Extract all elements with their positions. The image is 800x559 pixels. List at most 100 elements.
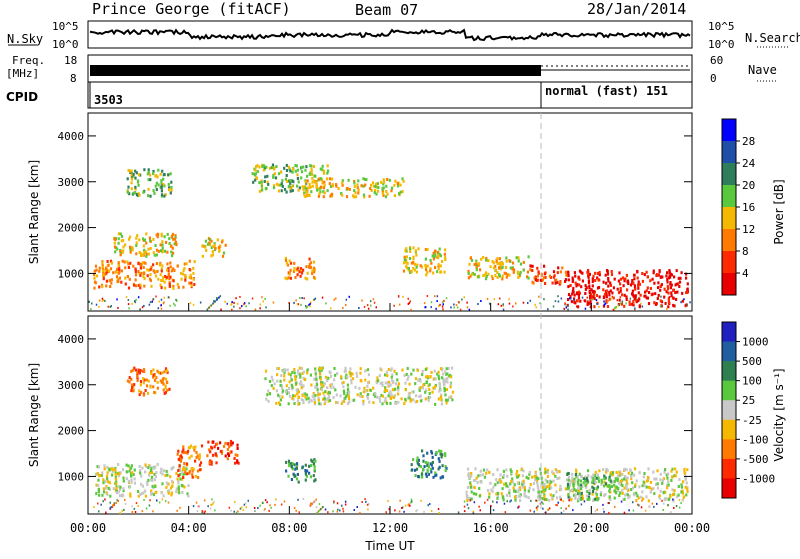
echo-cell (122, 487, 125, 491)
echo-cell (319, 185, 323, 189)
echo-cell (122, 489, 125, 493)
scatter-cell (152, 510, 154, 513)
echo-cell (668, 271, 671, 275)
echo-cell (297, 369, 300, 373)
echo-cell (213, 242, 216, 246)
nsky-label: N.Sky (7, 32, 43, 46)
echo-cell (444, 256, 447, 260)
echo-cell (335, 393, 338, 397)
echo-cell (177, 449, 180, 453)
scatter-cell (560, 498, 562, 501)
scatter-cell (192, 303, 195, 306)
echo-cell (498, 273, 501, 277)
echo-cell (198, 457, 201, 461)
echo-cell (626, 493, 629, 497)
echo-cell (485, 258, 488, 262)
echo-cell (330, 375, 333, 378)
echo-cell (507, 485, 510, 489)
echo-cell (392, 381, 395, 385)
echo-cell (218, 248, 221, 252)
scatter-cell (678, 506, 681, 509)
scatter-cell (686, 304, 688, 307)
echo-cell (587, 474, 590, 478)
echo-cell (619, 470, 622, 474)
echo-cell (371, 181, 375, 185)
colorbar-tick-label: -25 (742, 414, 762, 427)
echo-cell (165, 240, 168, 244)
echo-cell (291, 184, 294, 188)
echo-cell (418, 386, 421, 390)
echo-cell (444, 370, 447, 374)
echo-cell (437, 377, 441, 381)
echo-cell (143, 251, 146, 254)
echo-cell (262, 168, 265, 172)
scatter-cell (539, 502, 542, 505)
echo-cell (176, 264, 179, 268)
echo-cell (308, 464, 311, 468)
scatter-cell (233, 305, 235, 308)
echo-cell (168, 237, 171, 241)
scatter-cell (214, 509, 216, 512)
scatter-cell (253, 507, 256, 509)
echo-cell (665, 290, 668, 294)
echo-cell (421, 467, 425, 471)
echo-cell (446, 372, 449, 376)
echo-cell (567, 472, 570, 475)
echo-cell (297, 480, 300, 484)
echo-cell (470, 490, 473, 494)
echo-cell (101, 285, 104, 289)
echo-cell (467, 467, 470, 471)
echo-cell (167, 182, 170, 186)
echo-cell (427, 384, 430, 388)
echo-cell (586, 300, 589, 304)
echo-cell (602, 468, 605, 472)
echo-cell (143, 238, 147, 242)
echo-cell (298, 270, 301, 274)
echo-cell (439, 452, 442, 456)
echo-cell (173, 237, 176, 241)
scatter-cell (95, 303, 98, 306)
echo-cell (611, 471, 615, 475)
echo-cell (122, 476, 125, 480)
echo-cell (192, 271, 195, 275)
echo-cell (267, 399, 270, 403)
echo-cell (366, 381, 370, 385)
scatter-cell (637, 503, 639, 506)
echo-cell (153, 378, 157, 382)
echo-cell (473, 486, 476, 490)
echo-cell (661, 275, 664, 279)
echo-cell (635, 479, 638, 483)
scatter-cell (668, 296, 671, 299)
echo-cell (403, 402, 406, 405)
echo-cell (130, 472, 133, 476)
echo-cell (396, 378, 399, 382)
echo-cell (592, 487, 595, 491)
velocity-colorbar-label: Velocity [m s⁻¹] (772, 368, 786, 461)
echo-cell (528, 486, 531, 490)
scatter-cell (179, 506, 181, 509)
echo-cell (162, 494, 165, 498)
echo-cell (500, 492, 503, 496)
echo-cell (208, 448, 211, 452)
echo-cell (127, 262, 130, 266)
echo-cell (164, 367, 168, 371)
echo-cell (394, 402, 397, 405)
echo-cell (642, 497, 645, 501)
colorbar-tick-label: 25 (742, 394, 755, 407)
scatter-cell (457, 511, 460, 514)
echo-cell (405, 373, 408, 376)
echo-cell (437, 254, 440, 258)
echo-cell (167, 173, 170, 177)
echo-cell (144, 489, 147, 493)
y-tick-label: 3000 (58, 379, 85, 392)
echo-cell (309, 398, 312, 402)
scatter-cell (477, 303, 479, 305)
echo-cell (424, 390, 427, 394)
echo-cell (436, 372, 439, 376)
echo-cell (424, 263, 427, 267)
scatter-cell (109, 306, 112, 308)
echo-cell (506, 474, 509, 478)
scatter-cell (410, 501, 412, 504)
echo-cell (505, 259, 508, 263)
echo-cell (631, 279, 634, 282)
